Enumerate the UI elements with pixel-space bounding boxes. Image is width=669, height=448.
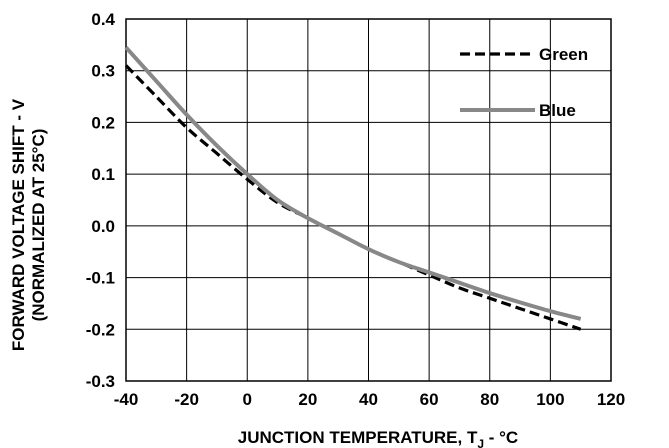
y-tick-label: 0.0 [91, 217, 115, 236]
x-tick-label: 40 [359, 390, 378, 409]
y-tick-labels: 0.4 0.3 0.2 0.1 0.0 -0.1 -0.2 -0.3 [86, 10, 116, 391]
x-axis-title-subscript: J [477, 437, 484, 448]
x-tick-label: 100 [536, 390, 564, 409]
x-tick-labels: -40 -20 0 20 40 60 80 100 120 [114, 390, 625, 409]
legend-label-blue: Blue [539, 101, 576, 120]
y-axis-title-line2: (NORMALIZED AT 25°C) [29, 129, 48, 322]
y-axis-title: FORWARD VOLTAGE SHIFT - V (NORMALIZED AT… [9, 98, 48, 351]
x-tick-label: 0 [243, 390, 252, 409]
y-tick-label: 0.2 [91, 113, 115, 132]
y-tick-label: 0.1 [91, 165, 115, 184]
x-tick-label: -20 [174, 390, 199, 409]
plot-frame [125, 18, 612, 382]
y-tick-label: -0.2 [86, 320, 115, 339]
x-tick-label: 60 [420, 390, 439, 409]
x-tick-label: -40 [114, 390, 139, 409]
x-tick-label: 120 [597, 390, 625, 409]
y-tick-label: 0.3 [91, 62, 115, 81]
y-axis-title-line1: FORWARD VOLTAGE SHIFT - V [9, 98, 28, 351]
series-blue-line [124, 46, 582, 321]
series-green-line [124, 64, 582, 331]
legend: Green Blue [460, 45, 588, 120]
x-tick-label: 80 [480, 390, 499, 409]
x-tick-label: 20 [298, 390, 317, 409]
y-tick-label: -0.1 [86, 269, 115, 288]
grid [125, 18, 612, 382]
series-layer [124, 46, 582, 331]
x-axis-title: JUNCTION TEMPERATURE, TJ - °C [238, 428, 518, 448]
y-tick-label: 0.4 [91, 10, 115, 29]
legend-label-green: Green [539, 45, 588, 64]
y-tick-label: -0.3 [86, 372, 115, 391]
